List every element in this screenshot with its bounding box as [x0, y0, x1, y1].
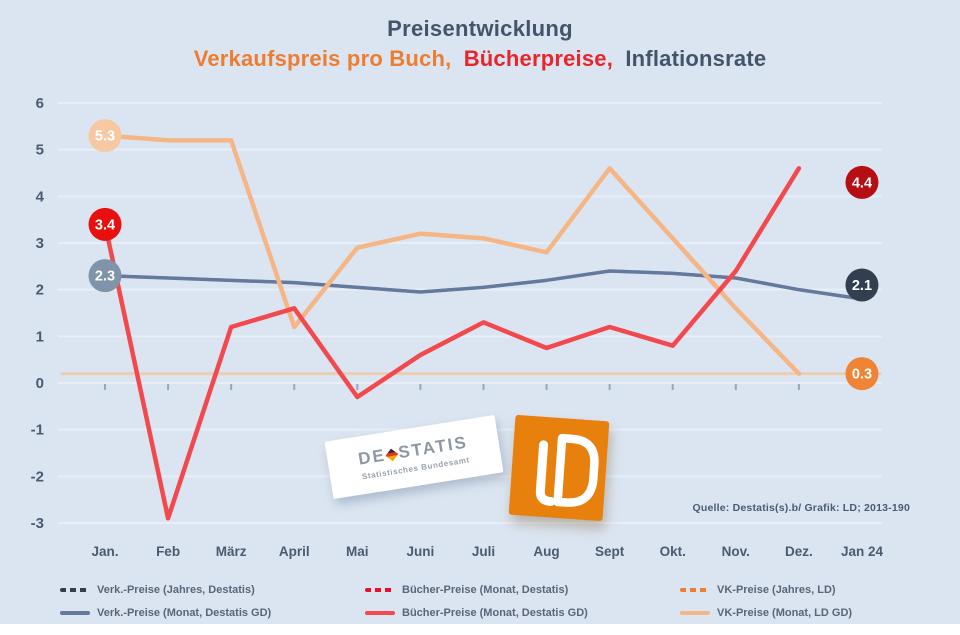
legend-item: Bücher-Preise (Monat, Destatis) — [365, 584, 568, 596]
x-axis-label: Juli — [472, 544, 495, 559]
legend-item: Verk.-Preise (Monat, Destatis GD) — [60, 607, 271, 619]
value-bubble — [88, 259, 122, 293]
value-bubble-label: 5.3 — [95, 129, 115, 145]
ld-logo-glyph-icon — [535, 433, 599, 507]
x-axis-label: Okt. — [660, 544, 686, 559]
legend: Verk.-Preise (Jahres, Destatis) Verk.-Pre… — [0, 0, 960, 619]
series-line — [102, 133, 802, 376]
x-axis-label: Jan 24 — [841, 544, 884, 559]
bottom-strip — [0, 624, 960, 635]
x-axis-label: Mai — [346, 544, 369, 559]
x-axis-label: Nov. — [722, 544, 750, 559]
y-axis-label: 2 — [36, 282, 44, 299]
series-line — [102, 166, 802, 521]
legend-swatch — [60, 611, 90, 615]
legend-label: VK-Preise (Jahres, LD) — [717, 584, 836, 596]
destatis-prefix: DE — [356, 445, 388, 469]
destatis-diamond-icon — [385, 448, 399, 461]
value-bubble — [845, 165, 879, 199]
y-axis-label: 5 — [36, 142, 44, 159]
value-bubble — [845, 357, 879, 391]
value-bubble-label: 0.3 — [852, 367, 872, 383]
legend-label: Bücher-Preise (Monat, Destatis GD) — [402, 607, 588, 619]
x-axis-label: Dez. — [785, 544, 813, 559]
x-axis-label: April — [279, 544, 310, 559]
value-bubble — [88, 207, 122, 241]
y-axis-label: 3 — [36, 235, 44, 252]
subtitle-inflationsrate: Inflationsrate — [625, 46, 767, 71]
subtitle-buecherpreise: Bücherpreise, — [463, 46, 614, 71]
y-axis-label: -3 — [31, 515, 44, 532]
y-axis-label: 6 — [36, 95, 44, 112]
legend-item: VK-Preise (Jahres, LD) — [680, 584, 836, 596]
y-axis-label: 1 — [36, 328, 44, 345]
value-bubble-label: 4.4 — [852, 175, 872, 191]
subtitle-verkaufspreis: Verkaufspreis pro Buch, — [193, 46, 452, 71]
x-axis-label: Sept — [595, 544, 625, 559]
chart-subtitle: Verkaufspreis pro Buch, Bücherpreise, In… — [0, 46, 960, 72]
legend-label: Bücher-Preise (Monat, Destatis) — [402, 584, 569, 596]
page-title: Preisentwicklung — [387, 16, 573, 41]
source-note: Quelle: Destatis(s).b/ Grafik: LD; 2013-… — [692, 502, 910, 514]
y-axis-label: -1 — [31, 422, 44, 439]
y-axis-label: 0 — [36, 375, 44, 392]
x-axis-label: Juni — [407, 544, 435, 559]
y-axis-label: -2 — [31, 468, 44, 485]
legend-label: Verk.-Preise (Monat, Destatis GD) — [97, 607, 272, 619]
legend-swatch — [680, 588, 710, 592]
ld-logo — [508, 414, 610, 522]
value-bubble-label: 2.1 — [852, 278, 872, 294]
x-axis-label: Jan. — [91, 544, 118, 559]
value-bubble — [88, 119, 122, 153]
legend-item: VK-Preise (Monat, LD GD) — [680, 607, 852, 619]
value-bubble-label: 3.4 — [95, 217, 115, 233]
legend-label: VK-Preise (Monat, LD GD) — [717, 607, 853, 619]
legend-swatch — [365, 611, 395, 615]
x-axis-label: März — [216, 544, 247, 559]
series-line — [103, 269, 864, 301]
value-bubble-label: 2.3 — [95, 269, 115, 285]
legend-swatch — [680, 611, 710, 615]
legend-item: Verk.-Preise (Jahres, Destatis) — [60, 584, 255, 596]
value-bubble — [845, 268, 879, 302]
series-line — [103, 269, 864, 301]
x-axis-label: Feb — [156, 544, 180, 559]
y-axis-label: 4 — [36, 188, 45, 205]
legend-item: Bücher-Preise (Monat, Destatis GD) — [365, 607, 588, 619]
x-axis-label: Aug — [533, 544, 559, 559]
legend-label: Verk.-Preise (Jahres, Destatis) — [97, 584, 255, 596]
legend-swatch — [60, 588, 90, 592]
legend-swatch — [365, 588, 395, 592]
